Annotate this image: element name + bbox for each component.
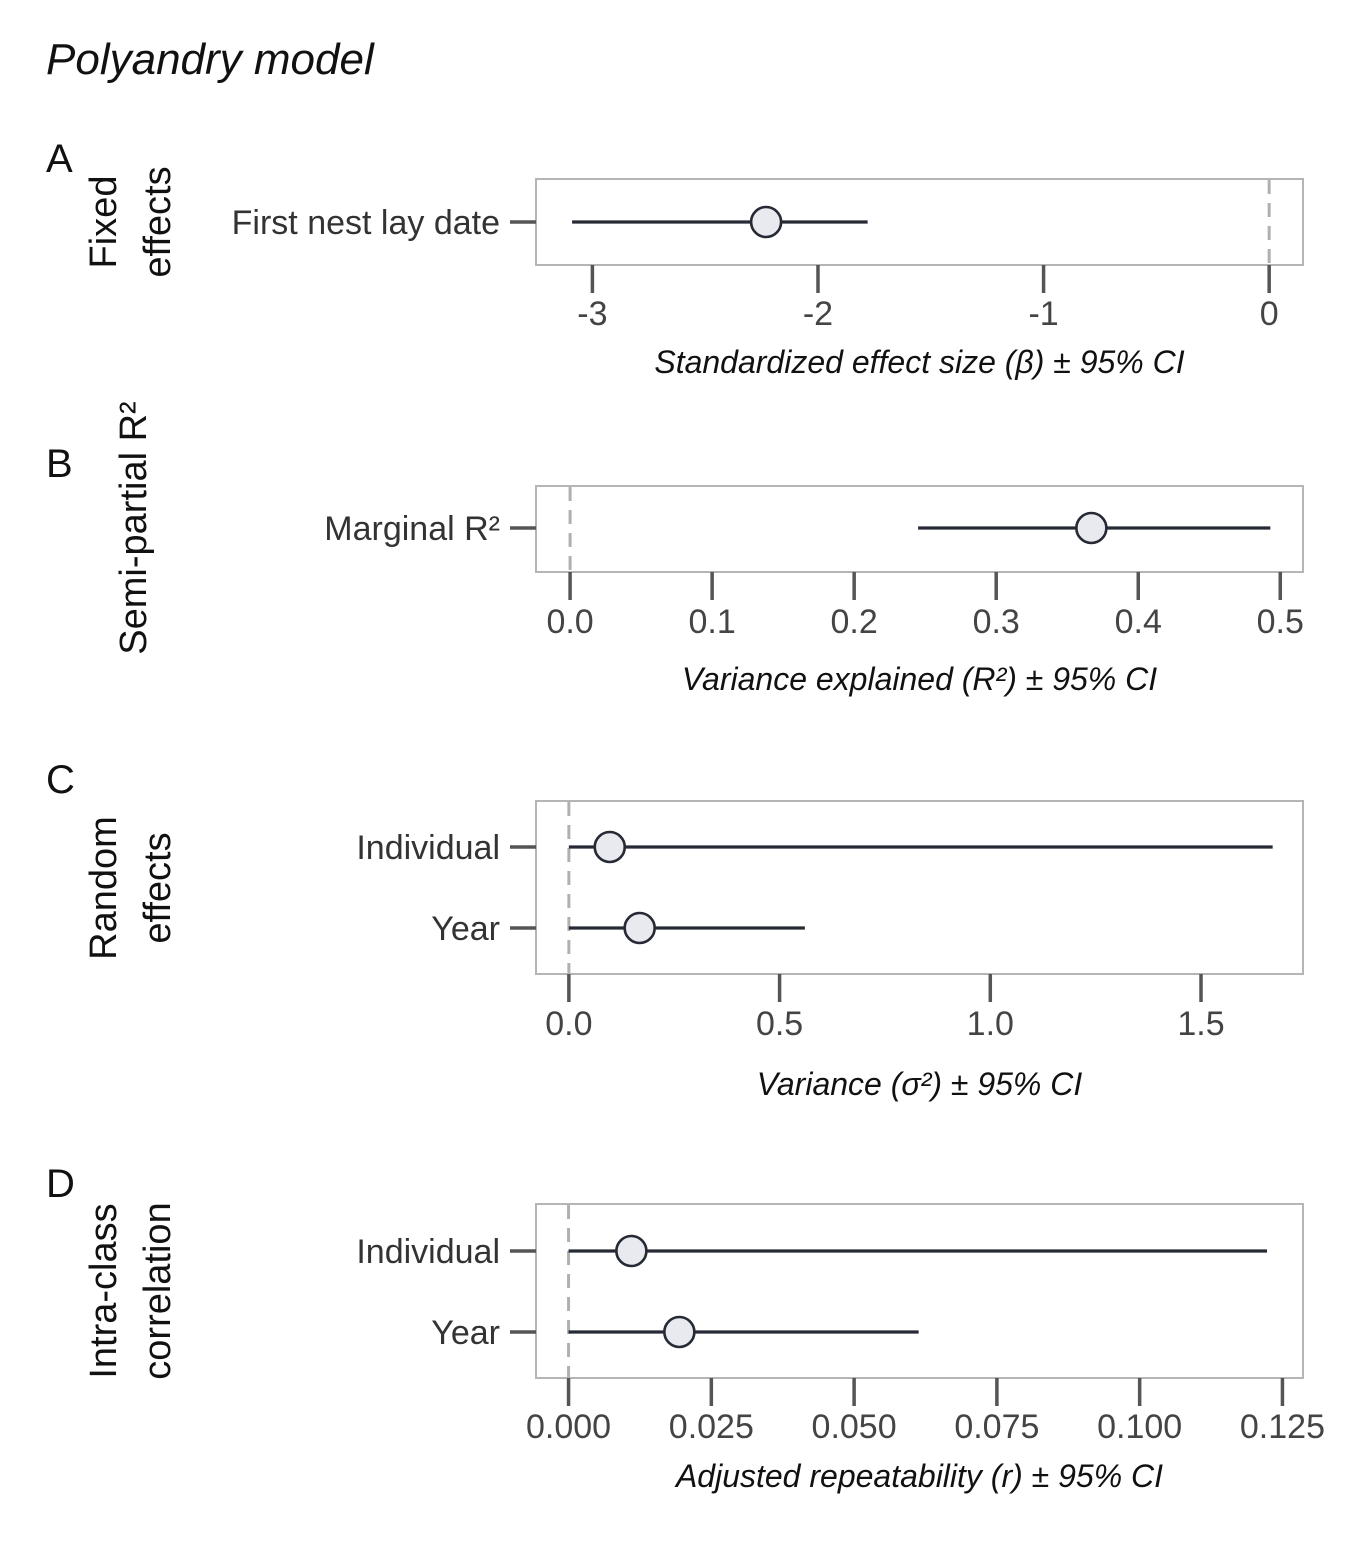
x-tick-label: 0.100 (1097, 1408, 1182, 1446)
x-tick-label: 0.075 (954, 1408, 1039, 1446)
x-tick-label: 0.4 (1115, 603, 1162, 641)
x-axis-label: Standardized effect size (β) ± 95% CI (654, 344, 1184, 380)
x-tick-label: 0.0 (546, 603, 593, 641)
figure-title: Polyandry model (46, 35, 375, 84)
estimate-point (623, 911, 656, 945)
estimate-point (615, 1234, 648, 1268)
row-label: Individual (356, 829, 500, 867)
x-tick-label: 0.0 (545, 1005, 592, 1043)
panel-strip-label: Fixed (83, 176, 125, 269)
panel-letter: D (46, 1162, 75, 1206)
x-tick-label: 0 (1260, 295, 1279, 333)
panel-letter: C (46, 758, 75, 802)
x-axis-label: Variance explained (R²) ± 95% CI (682, 661, 1157, 697)
x-tick-label: -3 (577, 295, 607, 333)
x-tick-label: 0.000 (526, 1408, 611, 1446)
estimate-point (593, 830, 627, 864)
estimate-point (749, 205, 783, 239)
panel-strip-label: Intra-class (83, 1203, 125, 1378)
panel-letter: A (46, 137, 73, 181)
x-tick-label: 0.5 (1257, 603, 1304, 641)
row-label: First nest lay date (232, 204, 500, 242)
x-tick-label: 0.5 (756, 1005, 803, 1043)
panel-strip-label: Semi-partial R² (113, 401, 155, 654)
x-tick-label: 0.025 (669, 1408, 754, 1446)
panel-strip-label: effects (137, 166, 179, 277)
estimate-point (663, 1315, 696, 1349)
panel-strip-label: Random (83, 816, 125, 960)
x-tick-label: 1.5 (1177, 1005, 1224, 1043)
panel-letter: B (46, 442, 73, 486)
x-tick-label: 0.1 (688, 603, 735, 641)
panel-strip-label: correlation (137, 1202, 179, 1379)
plot-frame (535, 800, 1304, 975)
x-tick-label: 0.2 (831, 603, 878, 641)
x-tick-label: 0.125 (1240, 1408, 1325, 1446)
panel-strip-label: effects (137, 832, 179, 943)
estimate-point (1075, 511, 1108, 545)
plot-frame (535, 1203, 1304, 1379)
x-tick-label: 0.050 (812, 1408, 897, 1446)
x-axis-label: Adjusted repeatability (r) ± 95% CI (674, 1458, 1163, 1494)
row-label: Marginal R² (324, 510, 500, 548)
row-label: Individual (356, 1233, 500, 1271)
x-tick-label: -2 (803, 295, 833, 333)
row-label: Year (431, 910, 500, 948)
x-axis-label: Variance (σ²) ± 95% CI (757, 1066, 1083, 1102)
x-tick-label: -1 (1028, 295, 1058, 333)
row-label: Year (431, 1314, 500, 1352)
x-tick-label: 0.3 (973, 603, 1020, 641)
x-tick-label: 1.0 (967, 1005, 1014, 1043)
